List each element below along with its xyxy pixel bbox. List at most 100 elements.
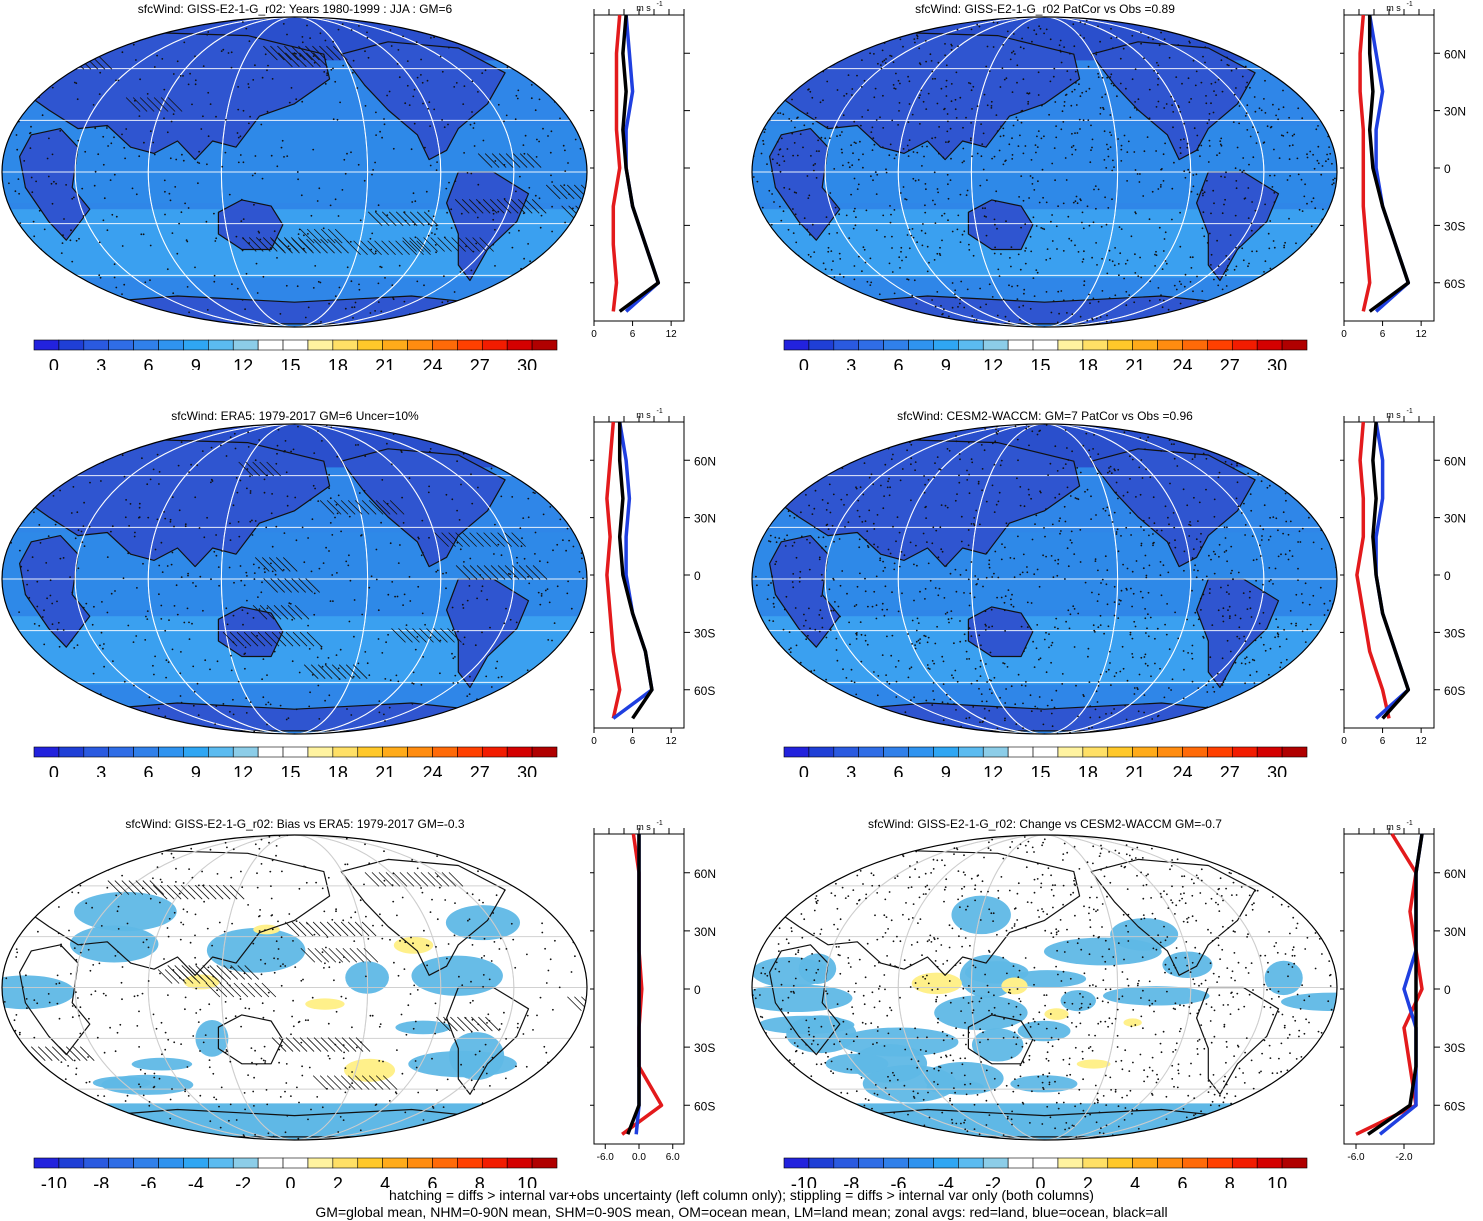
colorbar-swatch — [1057, 1157, 1084, 1169]
colorbar-tick-label: -10 — [791, 1174, 817, 1188]
colorbar-tick-label: 6 — [894, 763, 904, 777]
all-mean-line — [626, 834, 641, 1135]
colorbar-tick-label: 9 — [191, 763, 201, 777]
profile-xtick-label: 0 — [1341, 736, 1347, 747]
colorbar-swatch — [33, 746, 60, 758]
colorbar-swatch — [432, 1157, 458, 1169]
colorbar-swatch — [1057, 339, 1084, 351]
panel-title: sfcWind: GISS-E2-1-G_r02: Years 1980-199… — [137, 2, 453, 16]
land-mean-line — [605, 421, 622, 719]
colorbar-tick-label: 3 — [96, 763, 106, 777]
colorbar-tick-label: 27 — [1220, 356, 1240, 370]
land-mean-line — [611, 14, 622, 312]
land-mean-line — [1355, 421, 1391, 719]
colorbar-swatch — [1182, 1157, 1208, 1169]
colorbar-tick-label: -2 — [235, 1174, 251, 1188]
panel-graphics: 0 3 6 9 12 15 18 21 24 27 30 m s -1 0 6 12 60N 30N 0 30S 60S — [751, 1, 1466, 370]
profile-xtick-label: 6.0 — [666, 1152, 680, 1163]
colorbar-tick-label: 30 — [517, 763, 537, 777]
colorbar-swatch — [357, 339, 383, 351]
profile-unit-sup: -1 — [1407, 1, 1413, 8]
colorbar-swatch — [1107, 1157, 1133, 1169]
colorbar-swatch — [908, 746, 934, 758]
colorbar-swatch — [1182, 746, 1208, 758]
colorbar-swatch — [208, 746, 234, 758]
all-mean-line — [1371, 421, 1411, 720]
colorbar-tick-label: 6 — [894, 356, 904, 370]
zonal-profile: m s -1 0 6 12 — [590, 1, 690, 340]
profile-lat-label: 0 — [694, 569, 701, 583]
profile-unit-sup: -1 — [657, 820, 663, 827]
colorbar-swatch — [1157, 1157, 1183, 1169]
colorbar-swatch — [257, 746, 284, 758]
colorbar: 0 3 6 9 12 15 18 21 24 27 30 — [33, 746, 558, 777]
colorbar-swatch — [783, 746, 810, 758]
colorbar-tick-label: 30 — [517, 356, 537, 370]
colorbar-swatch — [332, 1157, 359, 1169]
colorbar-tick-label: 24 — [1172, 763, 1192, 777]
colorbar-swatch — [108, 339, 134, 351]
colorbar-swatch — [1207, 1157, 1233, 1169]
colorbar-tick-label: 3 — [96, 356, 106, 370]
profile-xtick-label: 0 — [1341, 329, 1347, 340]
map-field — [752, 17, 1337, 327]
colorbar-swatch — [982, 1157, 1009, 1169]
profile-xtick-label: 12 — [1416, 736, 1428, 747]
colorbar: -10 -8 -6 -4 -2 0 2 4 6 8 10 — [783, 1157, 1308, 1188]
footer-line-1: hatching = diffs > internal var+obs unce… — [389, 1187, 1094, 1203]
colorbar-swatch — [307, 746, 334, 758]
profile-lat-label: 60S — [1444, 1099, 1465, 1113]
zonal-profile: m s -1 -6.0 0.0 6.0 60N 30N 0 30S 60S — [590, 820, 716, 1163]
colorbar-swatch — [83, 746, 110, 758]
colorbar-swatch — [108, 746, 134, 758]
profile-lat-label: 30N — [694, 925, 716, 939]
profile-lat-label: 60N — [694, 454, 716, 468]
profile-unit-sup: -1 — [657, 408, 663, 415]
colorbar-swatch — [332, 746, 359, 758]
panel-graphics: 0 3 6 9 12 15 18 21 24 27 30 m s -1 0 6 12 — [1, 1, 690, 370]
profile-lat-label: 60S — [1444, 684, 1465, 698]
colorbar-swatch — [1256, 339, 1283, 351]
colorbar-swatch — [531, 746, 558, 758]
panel-title: sfcWind: GISS-E2-1-G_r02: Change vs CESM… — [868, 817, 1222, 831]
colorbar-tick-label: 21 — [1125, 763, 1145, 777]
panel-title: sfcWind: ERA5: 1979-2017 GM=6 Uncer=10% — [171, 409, 419, 423]
colorbar-swatch — [982, 746, 1009, 758]
profile-unit: m s — [636, 3, 651, 13]
panel-2: sfcWind: GISS-E2-1-G_r02 PatCor vs Obs =… — [750, 0, 1483, 370]
colorbar-tick-label: 0 — [286, 1174, 296, 1188]
colorbar-tick-label: 21 — [1125, 356, 1145, 370]
colorbar-swatch — [307, 1157, 334, 1169]
colorbar-swatch — [33, 339, 60, 351]
colorbar-swatch — [1007, 746, 1034, 758]
colorbar-swatch — [382, 1157, 408, 1169]
colorbar-tick-label: 2 — [333, 1174, 343, 1188]
profile-xtick-label: 0 — [591, 329, 597, 340]
colorbar-tick-label: -2 — [985, 1174, 1001, 1188]
colorbar-tick-label: 12 — [233, 356, 253, 370]
colorbar-swatch — [307, 339, 334, 351]
profile-unit: m s — [1386, 3, 1401, 13]
profile-xtick-label: 0.0 — [632, 1152, 646, 1163]
profile-lat-label: 30S — [694, 1041, 715, 1055]
profile-lat-label: 0 — [694, 983, 701, 997]
colorbar-tick-label: 18 — [1078, 763, 1098, 777]
colorbar-swatch — [83, 339, 110, 351]
profile-unit-sup: -1 — [1407, 820, 1413, 827]
colorbar-swatch — [808, 746, 835, 758]
colorbar-swatch — [481, 1157, 508, 1169]
colorbar-tick-label: -6 — [141, 1174, 157, 1188]
footer-line-2: GM=global mean, NHM=0-90N mean, SHM=0-90… — [315, 1204, 1168, 1220]
profile-lat-label: 60S — [694, 1099, 715, 1113]
colorbar-tick-label: -8 — [93, 1174, 109, 1188]
panel-4: sfcWind: CESM2-WACCM: GM=7 PatCor vs Obs… — [750, 407, 1483, 777]
colorbar-tick-label: 0 — [799, 763, 809, 777]
panel-3: sfcWind: ERA5: 1979-2017 GM=6 Uncer=10% 0… — [0, 407, 733, 777]
profile-lat-label: 0 — [1444, 569, 1451, 583]
colorbar-swatch — [1007, 1157, 1034, 1169]
colorbar-tick-label: 12 — [233, 763, 253, 777]
colorbar-swatch — [382, 339, 408, 351]
colorbar-tick-label: 15 — [1031, 763, 1051, 777]
colorbar-swatch — [357, 746, 383, 758]
colorbar-swatch — [382, 746, 408, 758]
